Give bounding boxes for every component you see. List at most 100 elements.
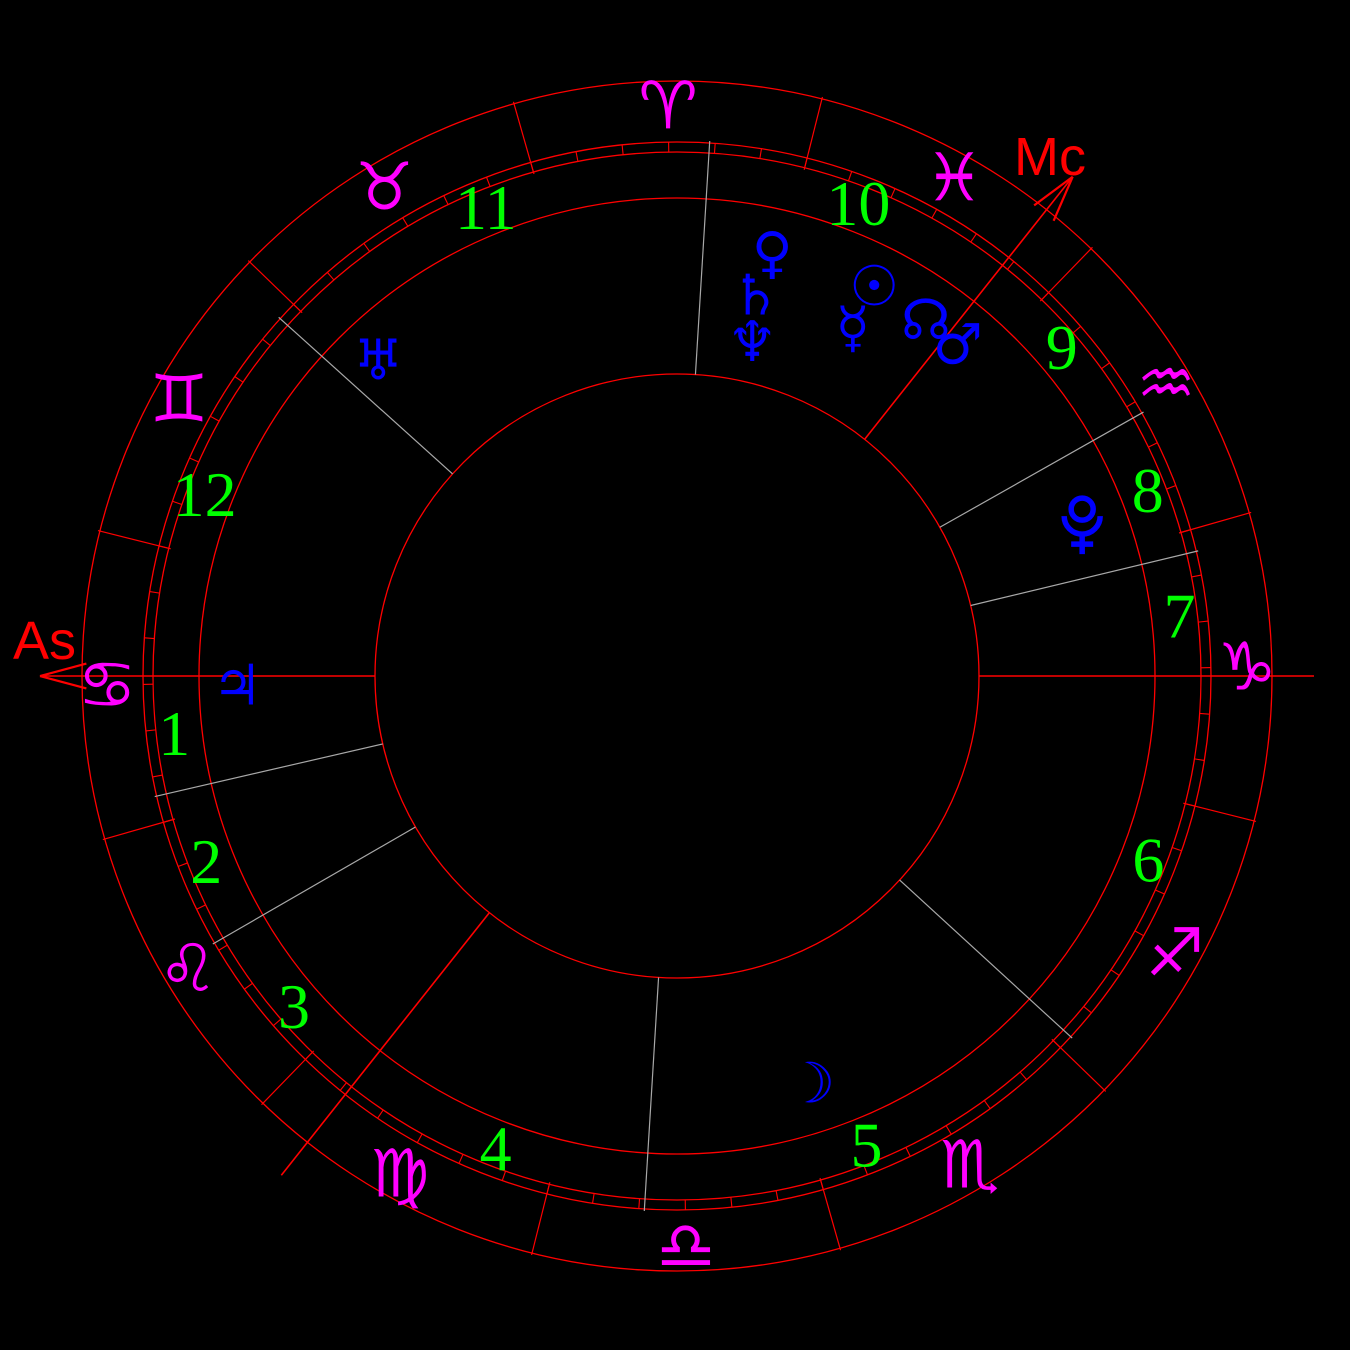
- axis-arrowhead-ascendant: [39, 674, 87, 690]
- sign-boundary-line: [261, 1050, 315, 1106]
- degree-tick: [775, 1190, 779, 1201]
- degree-tick: [945, 1125, 952, 1135]
- axis-lines: [39, 175, 1314, 1176]
- sign-glyph-taurus: ♉: [355, 148, 414, 225]
- sign-boundary-line: [102, 818, 176, 841]
- degree-tick: [172, 500, 183, 506]
- degree-tick: [1083, 1006, 1092, 1014]
- degree-tick: [983, 1100, 991, 1109]
- axis-arrowhead-midheaven: [1052, 176, 1074, 222]
- planet-glyph-mercury: ☿: [836, 295, 870, 360]
- planet-glyph-neptune: ♆: [727, 310, 777, 375]
- planet-glyph-mars: ♂: [933, 313, 983, 378]
- house-cusp-line-9: [939, 411, 1144, 528]
- planet-glyph-uranus: ♅: [353, 329, 403, 394]
- degree-tick: [163, 819, 174, 823]
- degree-tick: [244, 982, 253, 990]
- axis-line-midheaven: [863, 176, 1074, 440]
- ascendant-label: As: [13, 611, 76, 671]
- sign-glyph-pisces: ♓: [925, 139, 984, 216]
- axis-line-imum-coeli: [280, 912, 491, 1176]
- degree-tick: [158, 545, 169, 549]
- house-number-8: 8: [1132, 455, 1164, 526]
- house-number-6: 6: [1132, 824, 1164, 895]
- sign-boundary-line: [247, 260, 303, 314]
- house-number-12: 12: [173, 459, 237, 530]
- pluto-orb: [1068, 495, 1096, 523]
- house-cusp-line-8: [970, 550, 1199, 607]
- degree-tick: [1126, 401, 1136, 408]
- degree-tick: [485, 176, 491, 187]
- degree-ticks: [143, 142, 1211, 1210]
- sign-glyph-cancer: ♋: [77, 646, 136, 723]
- sign-glyph-aries: ♈: [638, 68, 697, 145]
- degree-tick: [262, 338, 271, 346]
- planet-glyphs: ♀♄♆ ☉☿ ☊♂ ☽ ♃ ♅: [212, 221, 1103, 1116]
- degree-tick: [1194, 758, 1205, 761]
- sign-glyph-libra: ♎: [656, 1207, 715, 1284]
- house-cusp-line-6: [899, 879, 1073, 1039]
- degree-tick: [730, 1197, 733, 1208]
- degree-tick: [1199, 712, 1210, 715]
- degree-tick: [905, 1147, 911, 1157]
- degree-tick: [1180, 529, 1191, 533]
- degree-tick: [402, 217, 409, 227]
- degree-tick: [218, 944, 228, 951]
- degree-tick: [416, 1133, 423, 1143]
- degree-tick: [210, 415, 220, 422]
- degree-tick: [339, 1082, 347, 1091]
- house-cusp-lines: [154, 140, 1199, 1212]
- degree-tick: [621, 144, 624, 155]
- house-number-11: 11: [455, 172, 517, 243]
- degree-tick: [293, 303, 302, 312]
- house-number-5: 5: [851, 1110, 883, 1181]
- degree-tick: [1007, 261, 1015, 270]
- degree-tick: [931, 209, 938, 219]
- degree-tick: [152, 774, 163, 778]
- house-number-10: 10: [826, 168, 890, 239]
- degree-tick: [144, 637, 155, 640]
- degree-tick: [1185, 803, 1196, 807]
- degree-tick: [189, 457, 199, 463]
- planet-glyph-moon: ☽: [785, 1051, 835, 1116]
- degree-tick: [638, 1198, 641, 1209]
- sign-boundaries: [97, 96, 1257, 1256]
- degree-tick: [1166, 484, 1177, 490]
- planet-glyph-saturn: ♄: [731, 264, 781, 329]
- degree-tick: [234, 376, 244, 383]
- degree-tick: [326, 272, 335, 281]
- sign-glyph-gemini: ♊: [149, 360, 208, 437]
- house-cusp-line-11: [694, 140, 711, 375]
- degree-tick: [546, 1184, 550, 1195]
- house-cusp-line-12: [278, 316, 453, 475]
- sign-boundary-line: [512, 101, 535, 175]
- sign-boundary-line: [1051, 1038, 1107, 1092]
- degree-tick: [1110, 969, 1120, 976]
- sign-boundary-line: [819, 1177, 842, 1251]
- sign-glyph-virgo: ♍: [370, 1136, 429, 1213]
- house-cusp-line-2: [154, 743, 383, 798]
- sign-glyph-sagittarius: ♐: [1145, 915, 1204, 992]
- sign-boundary-line: [1183, 802, 1257, 823]
- degree-tick: [530, 162, 534, 173]
- house-number-9: 9: [1046, 312, 1078, 383]
- degree-tick: [1171, 846, 1182, 852]
- degree-tick: [759, 148, 762, 159]
- degree-tick: [820, 1179, 824, 1190]
- sign-glyph-aquarius: ♒: [1137, 345, 1196, 422]
- degree-tick: [1052, 1040, 1061, 1049]
- degree-tick: [149, 591, 160, 594]
- axis-arrowhead-ascendant: [39, 662, 87, 678]
- sign-boundary-line: [1178, 511, 1252, 534]
- planet-glyph-north-node: ☊: [901, 288, 951, 353]
- house-number-4: 4: [480, 1113, 512, 1184]
- house-number-3: 3: [278, 971, 310, 1042]
- degree-tick: [1019, 1071, 1028, 1080]
- degree-tick: [363, 243, 371, 252]
- sign-glyph-leo: ♌: [158, 930, 217, 1007]
- planet-glyph-venus: ♀: [752, 221, 793, 286]
- sign-boundary-line: [803, 96, 824, 170]
